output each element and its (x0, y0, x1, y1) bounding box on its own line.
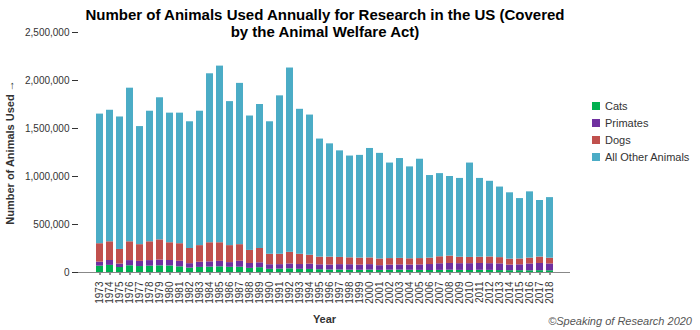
svg-text:2009: 2009 (454, 281, 466, 304)
svg-text:1984: 1984 (204, 281, 216, 304)
svg-text:1978: 1978 (144, 281, 156, 304)
svg-text:1997: 1997 (334, 281, 346, 304)
svg-text:1979: 1979 (154, 281, 166, 304)
svg-text:1986: 1986 (224, 281, 236, 304)
svg-text:1994: 1994 (304, 281, 316, 304)
svg-text:2008: 2008 (444, 281, 456, 304)
svg-text:2004: 2004 (404, 281, 416, 304)
svg-text:1987: 1987 (234, 281, 246, 304)
html-text:Primates: Primates (605, 117, 649, 129)
svg-text:2014: 2014 (504, 281, 516, 304)
svg-text:1985: 1985 (214, 281, 226, 304)
svg-text:500,000: 500,000 (33, 219, 70, 230)
html-text:All Other Animals: All Other Animals (605, 151, 690, 163)
svg-text:1993: 1993 (294, 281, 306, 304)
svg-text:1983: 1983 (194, 281, 206, 304)
svg-text:1976: 1976 (124, 281, 136, 304)
svg-text:Year: Year (313, 313, 337, 325)
svg-text:1992: 1992 (284, 281, 296, 304)
svg-text:1995: 1995 (314, 281, 326, 304)
svg-text:1991: 1991 (274, 281, 286, 304)
svg-text:0: 0 (64, 267, 70, 278)
svg-text:1988: 1988 (244, 281, 256, 304)
svg-text:2001: 2001 (374, 281, 386, 304)
svg-text:2,000,000: 2,000,000 (25, 75, 70, 86)
svg-text:2012: 2012 (484, 281, 496, 304)
svg-text:2013: 2013 (494, 281, 506, 304)
html-text:Dogs: Dogs (605, 134, 631, 146)
svg-text:1,500,000: 1,500,000 (25, 123, 70, 134)
svg-text:2016: 2016 (524, 281, 536, 304)
svg-text:1973: 1973 (94, 281, 106, 304)
html-text:Cats: Cats (605, 100, 628, 112)
svg-text:1974: 1974 (104, 281, 116, 304)
svg-text:2,500,000: 2,500,000 (25, 27, 70, 38)
svg-text:1998: 1998 (344, 281, 356, 304)
svg-text:2006: 2006 (424, 281, 436, 304)
svg-text:2017: 2017 (534, 281, 546, 304)
svg-text:1982: 1982 (184, 281, 196, 304)
svg-text:2005: 2005 (414, 281, 426, 304)
svg-text:2015: 2015 (514, 281, 526, 304)
svg-text:2002: 2002 (384, 281, 396, 304)
svg-text:2007: 2007 (434, 281, 446, 304)
svg-text:1975: 1975 (114, 281, 126, 304)
svg-text:1989: 1989 (254, 281, 266, 304)
svg-text:1,000,000: 1,000,000 (25, 171, 70, 182)
svg-text:1999: 1999 (354, 281, 366, 304)
svg-text:2003: 2003 (394, 281, 406, 304)
svg-text:1980: 1980 (164, 281, 176, 304)
svg-text:2000: 2000 (364, 281, 376, 304)
html-text:Number of Animals Used Annuall: Number of Animals Used Annually for Rese… (85, 6, 565, 40)
svg-text:1977: 1977 (134, 281, 146, 304)
svg-text:2018: 2018 (544, 281, 555, 304)
svg-text:Number of Animals Used →: Number of Animals Used → (4, 80, 16, 224)
svg-text:2011: 2011 (474, 281, 486, 303)
svg-text:1996: 1996 (324, 281, 336, 304)
svg-text:1990: 1990 (264, 281, 276, 304)
svg-text:1981: 1981 (174, 281, 186, 304)
html-text:©Speaking of Research 2020: ©Speaking of Research 2020 (548, 315, 692, 327)
svg-text:2010: 2010 (464, 281, 476, 304)
